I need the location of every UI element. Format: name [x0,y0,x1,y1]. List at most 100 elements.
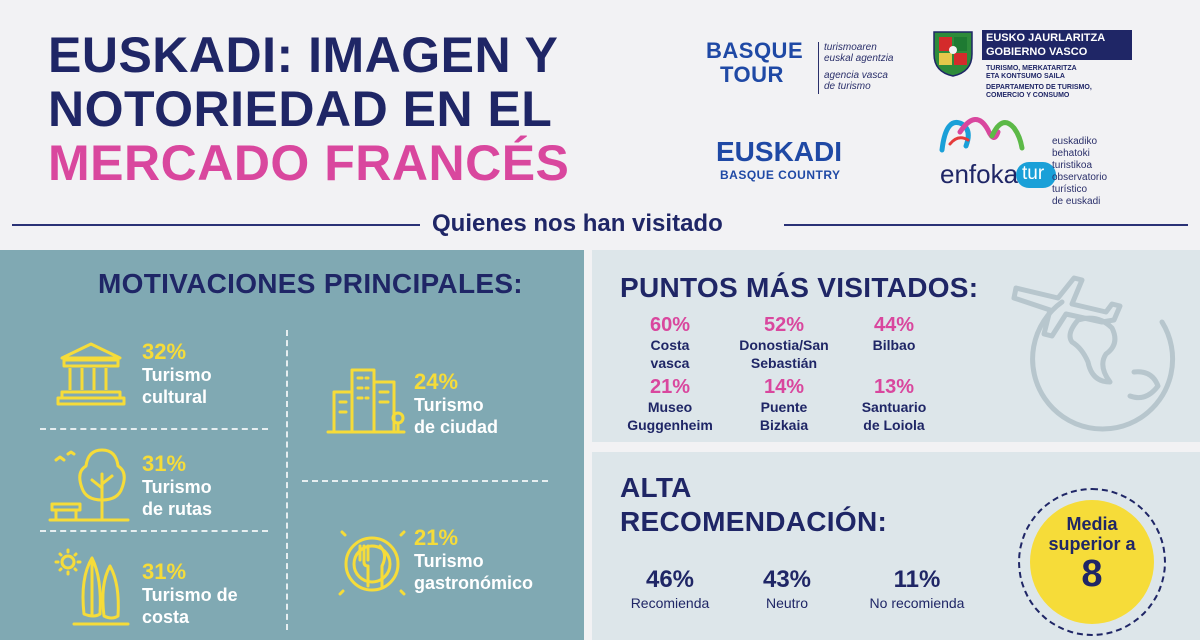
gobierno-line6: COMERCIO Y CONSUMO [986,92,1070,99]
enfokatur-line6: de euskadi [1052,196,1101,207]
motivations-divider-h1 [40,428,268,430]
motivation-label-2: de rutas [142,499,213,519]
visited-name-2: Guggenheim [627,417,713,433]
tree-bench-icon [48,448,130,522]
enfokatur-line4: observatorio [1052,172,1108,183]
basque-tour-line1: turismoaren [824,42,877,53]
visited-heading: PUNTOS MÁS VISITADOS: [620,272,979,303]
basque-tour-line2: euskal agentzia [824,53,894,64]
motivations-heading: MOTIVACIONES PRINCIPALES: [98,268,523,299]
badge-ring [1018,488,1166,636]
motivation-pct: 31% [142,559,187,584]
recommendation-pct: 46% [645,566,695,593]
gobierno-line4: ETA KONTSUMO SAILA [986,73,1065,80]
visited-item: 14% Puente Bizkaia [724,376,844,434]
visited-pct: 60% [649,314,691,336]
visited-name-1: Puente [760,399,808,415]
motivation-item-ciudad: 24% Turismo de ciudad [414,370,498,438]
enfokatur-line1: euskadiko [1052,136,1098,147]
gobierno-line3: TURISMO, MERKATARITZA [986,65,1077,72]
visited-name-2: Sebastián [750,355,818,371]
title-line-3: MERCADO FRANCÉS [48,135,570,191]
enfokatur-line5: turístico [1052,184,1088,195]
coat-of-arms-icon [933,31,973,77]
recommendation-item: 46% Recomienda [605,566,735,612]
visited-name-1: Costa [650,337,690,353]
recommendation-label: Recomienda [630,595,710,611]
separator-right [784,224,1188,226]
motivation-label-1: Turismo de [142,585,238,605]
surfboard-sun-icon [54,548,130,626]
basque-tour-word2: TOUR [720,62,784,87]
motivation-item-rutas: 31% Turismo de rutas [142,452,212,520]
visited-pct: 13% [873,376,915,398]
separator-left [12,224,420,226]
recommendation-pct: 11% [893,566,941,593]
motivation-pct: 31% [142,451,187,476]
enfoka-word: enfoka [940,159,1019,189]
visited-item: 21% Museo Guggenheim [610,376,730,434]
motivation-item-gastronomico: 21% Turismo gastronómico [414,526,533,594]
motivation-item-cultural: 32% Turismo cultural [142,340,212,408]
header: EUSKADI: IMAGEN Y NOTORIEDAD EN EL MERCA… [0,0,1200,250]
visited-name-2: Bizkaia [759,417,809,433]
visited-name-2: vasca [650,355,690,371]
visited-name-1: Bilbao [872,337,916,353]
globe-plane-icon [1011,275,1176,432]
visited-item: 52% Donostia/San Sebastián [724,314,844,372]
visited-pct: 52% [763,314,805,336]
recommendation-label: Neutro [765,595,809,611]
section-subtitle: Quienes nos han visitado [432,210,723,237]
visited-name-2: de Loiola [863,417,925,433]
visited-panel [592,250,1200,442]
temple-icon [56,342,126,406]
visited-name-1: Museo [647,399,693,415]
visited-pct: 44% [873,314,915,336]
basque-tour-line3: agencia vasca [824,70,888,81]
visited-name-1: Santuario [861,399,927,415]
enfokatur-line3: turistikoa [1052,160,1093,171]
motivation-pct: 21% [414,525,459,550]
motivation-label-2: cultural [142,387,208,407]
recommendation-item: 11% No recomienda [852,566,982,612]
motivation-label-1: Turismo [414,395,484,415]
motivation-label-2: costa [142,607,190,627]
enfokatur-line2: behatoki [1052,148,1090,159]
motivations-divider-h2 [40,530,268,532]
basque-tour-line4: de turismo [824,81,871,92]
recommendation-item: 43% Neutro [722,566,852,612]
motivation-item-costa: 31% Turismo de costa [142,560,238,628]
recommendation-heading-1: ALTA [620,472,692,503]
visited-item: 60% Costa vasca [610,314,730,372]
motivations-divider-vertical [286,330,288,630]
badge-value: 8 [1081,553,1103,595]
visited-item: 44% Bilbao [834,314,954,354]
visited-name-1: Donostia/San [739,337,829,353]
basque-country-word: BASQUE COUNTRY [720,168,841,182]
motivation-label-1: Turismo [142,365,212,385]
motivations-divider-h3 [302,480,548,482]
recommendation-pct: 43% [762,566,812,593]
gobierno-line1: EUSKO JAURLARITZA [986,32,1106,44]
euskadi-word: EUSKADI [716,136,843,167]
motivation-pct: 32% [142,339,187,364]
motivation-label-1: Turismo [142,477,212,497]
enfokatur-wave-icon [939,117,1025,153]
visited-pct: 21% [649,376,691,398]
average-badge: Media superior a 8 [1030,500,1154,624]
recommendation-heading-2: RECOMENDACIÓN: [620,506,888,537]
visited-pct: 14% [763,376,805,398]
badge-line-2: superior a [1048,534,1136,554]
title-line-2: NOTORIEDAD EN EL [48,81,553,137]
gobierno-line2: GOBIERNO VASCO [986,46,1088,58]
gobierno-line5: DEPARTAMENTO DE TURISMO, [986,84,1092,91]
motivation-label-1: Turismo [414,551,484,571]
visited-item: 13% Santuario de Loiola [834,376,954,434]
title-line-1: EUSKADI: IMAGEN Y [48,27,559,83]
plate-cutlery-icon [338,530,406,596]
recommendation-label: No recomienda [869,595,965,611]
badge-line-1: Media [1066,514,1118,534]
tur-word: tur [1022,163,1045,184]
basque-tour-word1: BASQUE [706,38,804,63]
city-buildings-icon [326,368,406,434]
